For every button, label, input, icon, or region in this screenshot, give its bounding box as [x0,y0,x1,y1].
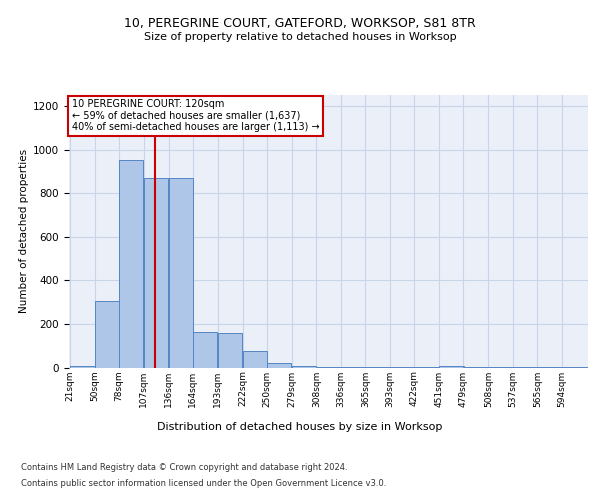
Y-axis label: Number of detached properties: Number of detached properties [19,149,29,314]
Bar [266,363,291,368]
Text: Size of property relative to detached houses in Worksop: Size of property relative to detached ho… [143,32,457,42]
Bar [95,301,119,368]
Bar [119,160,143,368]
Bar [193,332,217,368]
Bar [439,366,464,368]
Text: 10 PEREGRINE COURT: 120sqm
← 59% of detached houses are smaller (1,637)
40% of s: 10 PEREGRINE COURT: 120sqm ← 59% of deta… [71,99,319,132]
Bar [70,366,95,368]
Text: 10, PEREGRINE COURT, GATEFORD, WORKSOP, S81 8TR: 10, PEREGRINE COURT, GATEFORD, WORKSOP, … [124,18,476,30]
Text: Distribution of detached houses by size in Worksop: Distribution of detached houses by size … [157,422,443,432]
Bar [292,366,316,368]
Bar [218,332,242,368]
Bar [242,351,267,368]
Text: Contains public sector information licensed under the Open Government Licence v3: Contains public sector information licen… [21,478,386,488]
Bar [169,178,193,368]
Text: Contains HM Land Registry data © Crown copyright and database right 2024.: Contains HM Land Registry data © Crown c… [21,464,347,472]
Bar [144,178,169,368]
